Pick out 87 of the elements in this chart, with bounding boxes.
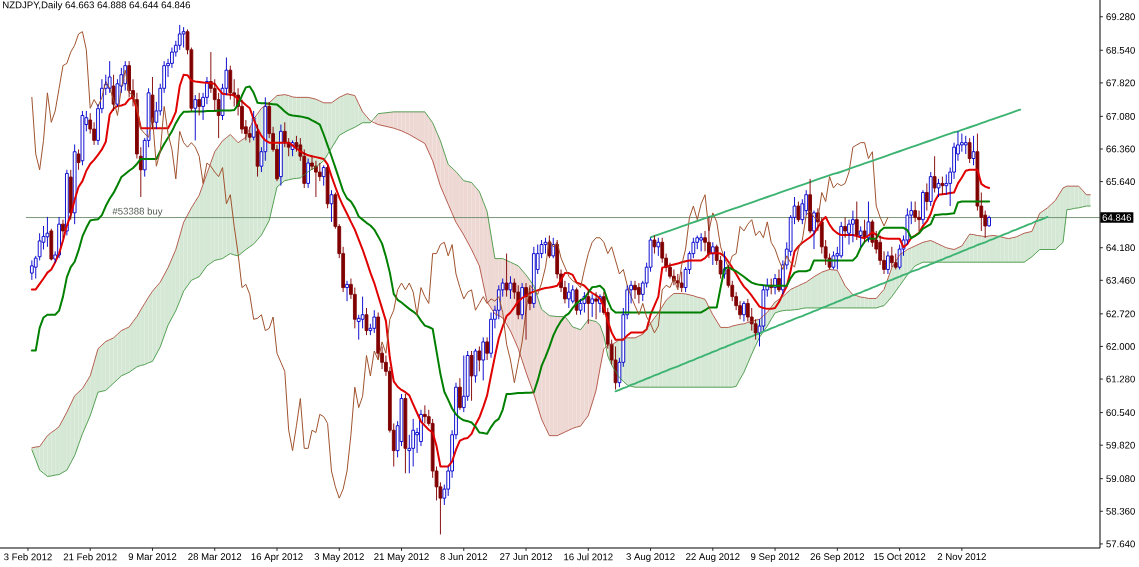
candlestick — [928, 171, 933, 207]
candlestick — [422, 404, 427, 424]
x-tick-label: 3 Aug 2012 — [626, 553, 675, 562]
y-tick-label: 69.280 — [1106, 13, 1135, 21]
chart-title: NZDJPY,Daily 64.663 64.888 64.644 64.846 — [3, 1, 191, 11]
y-tick-label: 57.640 — [1106, 540, 1135, 548]
x-tick-label: 27 Jun 2012 — [500, 553, 552, 561]
candlestick — [707, 216, 711, 259]
candlestick — [461, 355, 466, 413]
candlestick — [407, 434, 412, 474]
candlestick — [570, 284, 575, 304]
x-tick-label: 15 Oct 2012 — [874, 553, 926, 561]
x-tick-label: 9 Mar 2012 — [128, 553, 177, 561]
candlestick — [889, 246, 894, 268]
y-tick-label: 62.000 — [1106, 343, 1135, 350]
candlestick — [800, 198, 805, 225]
candlestick — [65, 169, 69, 236]
candlestick — [61, 219, 65, 239]
candlestick — [68, 169, 73, 221]
y-tick-label: 62.720 — [1106, 310, 1135, 318]
candlestick — [197, 92, 202, 116]
candlestick — [808, 178, 812, 234]
candlestick — [940, 176, 945, 196]
y-tick-label: 65.640 — [1106, 178, 1135, 185]
candlestick — [637, 282, 641, 304]
x-tick-label: 16 Apr 2012 — [251, 553, 303, 562]
candlestick — [932, 155, 937, 193]
x-tick-label: 26 Sep 2012 — [810, 553, 865, 562]
candlestick — [481, 336, 486, 381]
x-tick-label: 28 Mar 2012 — [188, 553, 242, 561]
candlestick — [566, 282, 571, 309]
candlestick — [543, 237, 548, 255]
candlestick — [49, 228, 54, 260]
candlestick — [80, 110, 85, 166]
x-tick-label: 8 Jun 2012 — [440, 553, 488, 561]
y-tick-label: 59.080 — [1106, 475, 1135, 483]
candlestick — [477, 345, 482, 372]
y-tick-label: 67.820 — [1106, 79, 1135, 87]
x-tick-label: 22 Aug 2012 — [686, 553, 740, 562]
candlestick — [181, 26, 186, 49]
x-tick-label: 2 Nov 2012 — [937, 553, 986, 561]
candlestick — [851, 210, 855, 243]
y-tick-label: 58.360 — [1106, 507, 1135, 515]
y-tick-label: 64.180 — [1106, 244, 1135, 252]
y-tick-label: 61.280 — [1106, 375, 1135, 383]
candlestick — [458, 377, 462, 411]
candlestick — [679, 271, 684, 293]
candlestick — [372, 309, 377, 334]
y-tick-label: 66.360 — [1106, 145, 1135, 153]
candlestick — [967, 137, 972, 164]
candlestick — [742, 300, 746, 323]
x-tick-label: 16 Jul 2012 — [564, 553, 613, 561]
x-tick-label: 9 Sep 2012 — [750, 553, 800, 562]
annotation: #53388 buy — [112, 207, 163, 217]
candlestick — [812, 210, 816, 250]
candlestick — [594, 291, 598, 320]
candlestick — [944, 173, 949, 196]
candlestick — [924, 182, 929, 212]
candlestick — [858, 225, 863, 248]
candlestick — [228, 65, 233, 101]
candlestick — [633, 280, 637, 300]
candlestick — [963, 135, 968, 155]
y-tick-label: 63.460 — [1106, 276, 1135, 284]
candlestick — [329, 189, 334, 223]
candlestick — [699, 232, 704, 252]
candlestick — [403, 393, 408, 474]
y-tick-label: 59.820 — [1106, 441, 1135, 449]
candlestick — [177, 24, 182, 51]
y-tick-label: 60.540 — [1106, 409, 1135, 416]
y-tick-label: 67.080 — [1106, 113, 1135, 120]
y-tick-label: 68.540 — [1106, 46, 1135, 54]
candlestick — [485, 336, 489, 361]
candlestick — [45, 216, 50, 248]
x-tick-label: 3 May 2012 — [314, 553, 364, 562]
candlestick — [843, 216, 847, 239]
x-tick-label: 21 May 2012 — [374, 553, 429, 562]
candlestick — [987, 215, 991, 227]
candlestick — [76, 148, 81, 171]
candlestick — [656, 237, 661, 257]
candlestick — [796, 201, 801, 223]
x-tick-label: 3 Feb 2012 — [4, 553, 52, 561]
candlestick — [921, 189, 925, 225]
candlestick — [345, 280, 349, 302]
ref-line-label: 64.846 — [1102, 214, 1132, 221]
x-tick-label: 21 Feb 2012 — [63, 553, 117, 561]
candlestick — [107, 60, 112, 94]
candlestick — [29, 259, 34, 281]
